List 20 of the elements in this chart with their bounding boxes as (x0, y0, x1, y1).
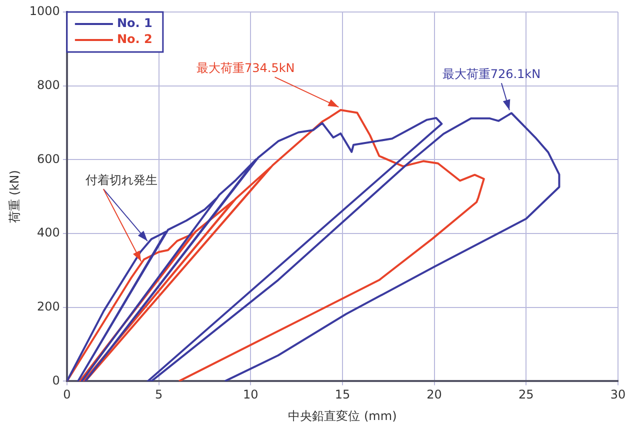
x-tick-label: 0 (63, 388, 71, 402)
y-tick-label: 800 (37, 78, 60, 92)
y-tick-label: 1000 (29, 4, 60, 18)
x-tick-label: 5 (154, 388, 163, 402)
y-tick-label: 200 (37, 299, 60, 314)
y-tick-label: 600 (37, 152, 60, 166)
annotation: 最大荷重734.5kN (196, 61, 295, 76)
x-tick-label: 10 (242, 388, 258, 402)
legend-label: No. 2 (116, 32, 152, 46)
legend-label: No. 1 (116, 16, 152, 30)
y-tick-label: 400 (37, 226, 60, 240)
annotation: 付着切れ発生 (84, 173, 158, 188)
y-axis-title: 荷重 (kN) (7, 170, 22, 224)
x-tick-label: 15 (334, 388, 350, 402)
x-axis-title: 中央鉛直変位 (mm) (288, 408, 397, 423)
x-tick-label: 30 (610, 388, 626, 402)
x-tick-label: 25 (518, 388, 534, 402)
x-tick-label: 20 (426, 388, 442, 402)
annotation: 最大荷重726.1kN (442, 67, 541, 82)
y-tick-label: 0 (52, 373, 60, 388)
